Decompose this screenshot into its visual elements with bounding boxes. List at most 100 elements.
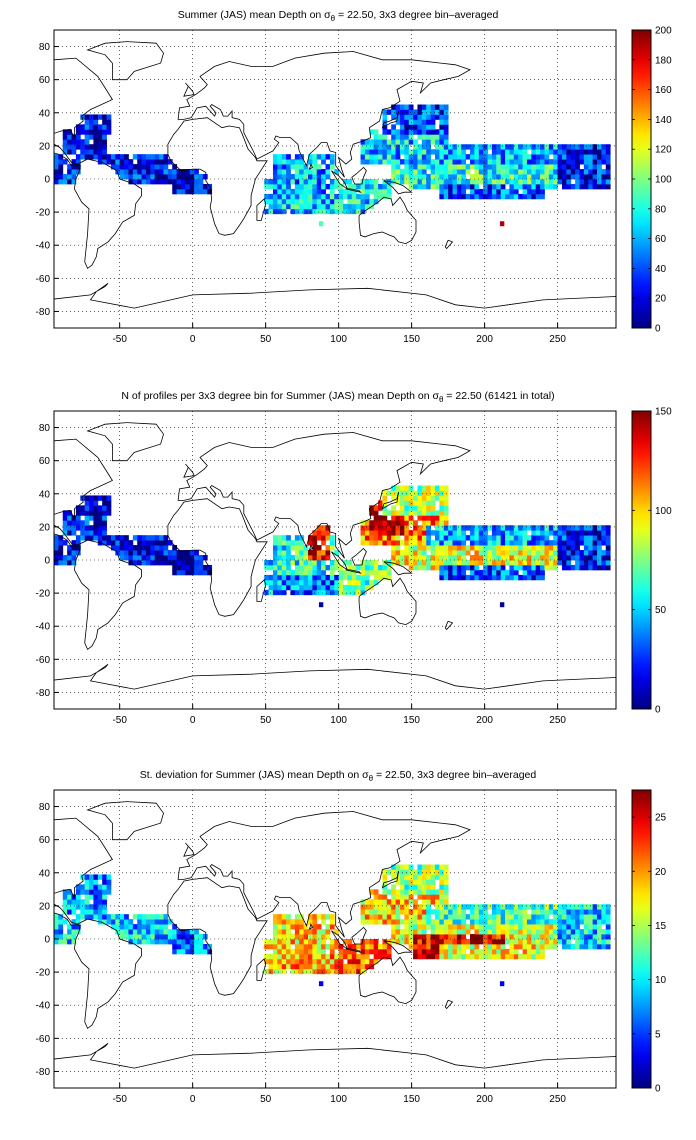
data-cell [434,948,440,955]
coastline [351,547,367,566]
data-cell [316,193,322,200]
data-cell [605,564,611,571]
data-cell [408,119,414,125]
data-cell [544,154,550,160]
data-cell [413,939,418,945]
data-cell [518,149,523,155]
data-cell [67,129,72,135]
data-cell [303,183,309,190]
data-cell [286,584,291,591]
data-cell [382,193,388,200]
data-cell [386,520,392,526]
data-cell [360,919,366,925]
data-cell [399,904,405,910]
data-cell [426,183,432,190]
data-cell [294,948,300,955]
data-cell [474,149,480,155]
data-cell [360,939,366,945]
data-cell [286,159,291,165]
data-cell [583,159,589,165]
data-cell [290,555,296,561]
data-cell [500,909,506,915]
data-cell [557,169,563,175]
data-cell [531,943,537,950]
data-cell [167,540,173,546]
data-cell [491,555,497,561]
data-cell [483,569,488,576]
data-cell [119,550,125,556]
data-cell [378,139,383,145]
data-cell [321,198,326,205]
data-cell [500,574,506,581]
data-cell [386,569,392,576]
data-cell [531,535,537,541]
data-cell [373,134,379,140]
data-cell [329,589,335,596]
data-cell [194,564,199,571]
data-cell [141,174,147,180]
data-cell [281,550,287,556]
data-cell [97,909,103,915]
data-cell [496,525,502,531]
data-cell [194,560,199,566]
data-cell [592,164,598,170]
data-cell [185,948,191,955]
data-cell [399,490,405,496]
data-cell [404,914,410,920]
data-cell [272,919,278,925]
data-cell [478,164,484,170]
data-cell [588,919,594,925]
data-cell [80,505,86,511]
data-cell [575,564,580,571]
data-cell [180,179,186,185]
data-cell [294,550,300,556]
data-cell [421,510,427,516]
data-cell [456,560,462,566]
data-cell [364,149,370,155]
data-cell [509,169,515,175]
data-cell [513,953,519,960]
data-cell [413,869,418,875]
data-cell [461,929,467,935]
data-cell [373,943,379,950]
data-cell [499,981,505,987]
data-cell [566,174,572,180]
data-cell [290,159,296,165]
data-cell [544,535,550,541]
data-cell [290,958,296,965]
data-cell [334,929,340,935]
data-cell [351,579,357,586]
data-cell [505,545,510,551]
data-cell [426,864,432,870]
data-cell [93,894,99,900]
data-cell [395,174,401,180]
colorbar-tick-label: 80 [655,204,667,215]
data-cell [465,144,471,150]
data-cell [408,884,414,890]
data-cell [588,525,594,531]
data-cell [465,943,471,950]
data-cell [483,164,488,170]
data-cell [470,159,475,165]
data-cell [281,574,287,581]
data-cell [172,179,178,185]
data-cell [391,884,396,890]
data-cell [588,545,594,551]
data-cell [119,169,125,175]
data-cell [526,179,532,185]
data-cell [399,515,405,521]
data-cell [202,948,208,955]
data-cell [71,530,77,536]
data-cell [443,119,449,125]
data-cell [487,929,493,935]
data-cell [399,149,405,155]
data-cell [470,183,475,190]
data-cell [553,934,559,940]
data-cell [124,174,129,180]
data-cell [548,540,554,546]
data-cell [535,193,541,200]
data-cell [561,914,567,920]
data-cell [505,939,510,945]
data-cell [316,174,322,180]
data-cell [378,520,383,526]
